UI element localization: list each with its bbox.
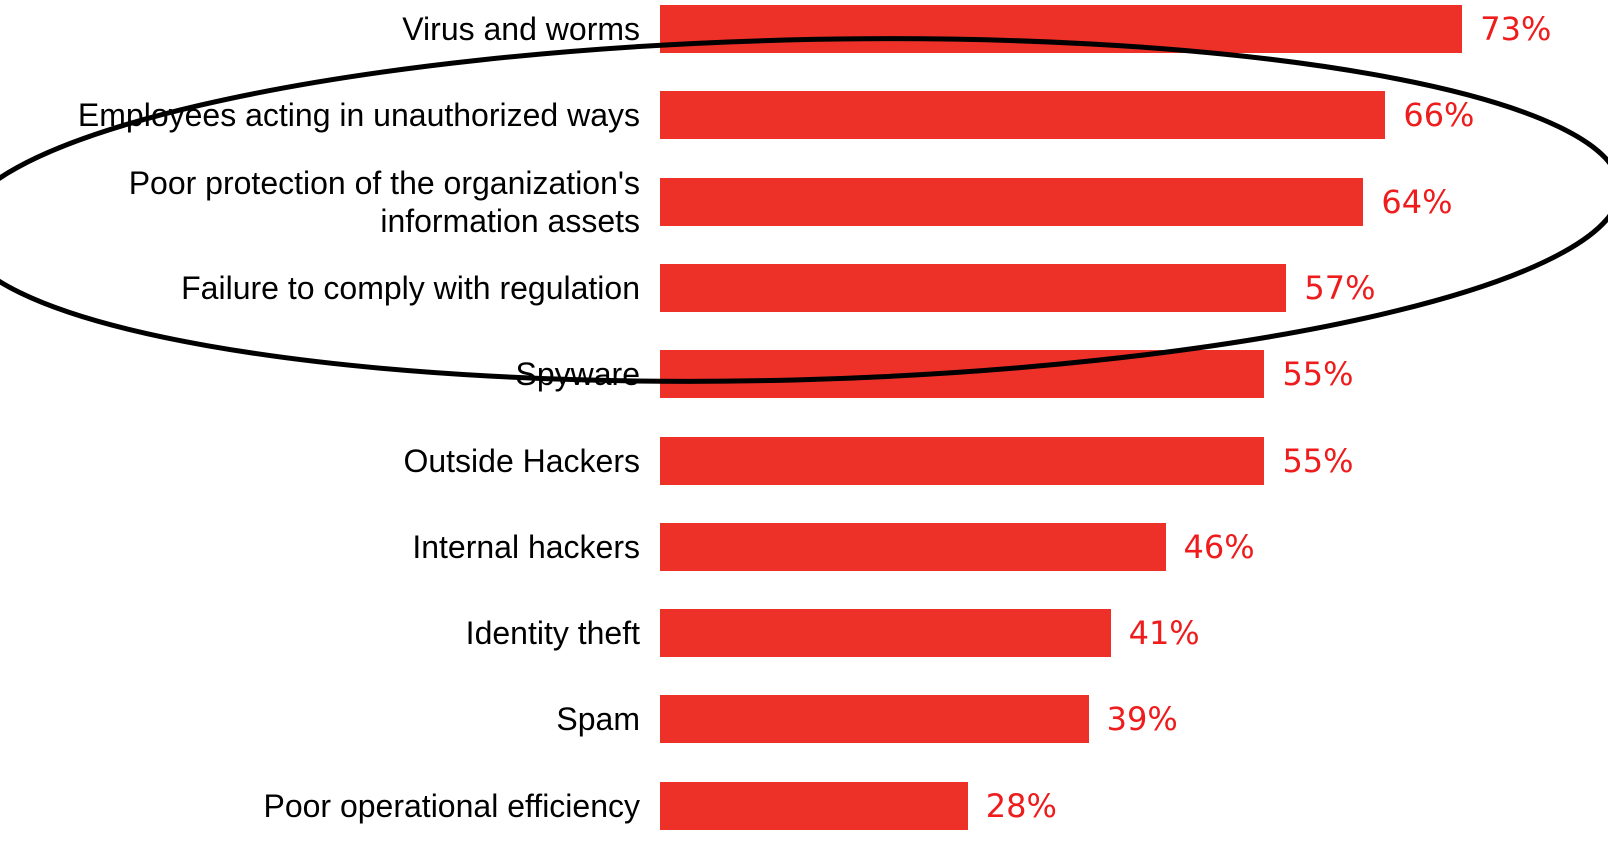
data-label: 73% bbox=[1480, 10, 1552, 48]
data-label: 55% bbox=[1282, 355, 1354, 394]
data-label: 46% bbox=[1183, 527, 1255, 566]
highlight-ellipse bbox=[0, 36, 1608, 384]
category-label: Outside Hackers bbox=[403, 442, 640, 479]
category-label: Spyware bbox=[515, 356, 641, 393]
category-label: Internal hackers bbox=[412, 528, 640, 565]
bar bbox=[660, 695, 1089, 744]
category-label: Identity theft bbox=[465, 615, 640, 652]
bar bbox=[660, 177, 1364, 226]
bar bbox=[660, 609, 1111, 658]
bar bbox=[660, 263, 1287, 312]
category-label: Employees acting in unauthorized ways bbox=[77, 97, 640, 134]
data-label: 41% bbox=[1128, 614, 1200, 653]
data-label: 28% bbox=[985, 786, 1057, 825]
data-label: 64% bbox=[1381, 182, 1453, 221]
category-label: Virus and worms bbox=[402, 11, 640, 47]
category-label: Poor protection of the organization's in… bbox=[128, 164, 640, 239]
bar bbox=[660, 91, 1386, 140]
bar bbox=[660, 781, 968, 830]
category-label: Spam bbox=[556, 701, 640, 738]
bar bbox=[660, 522, 1166, 571]
data-label: 55% bbox=[1282, 441, 1354, 480]
bar bbox=[660, 5, 1463, 53]
category-label: Poor operational efficiency bbox=[263, 787, 640, 824]
category-label: Failure to comply with regulation bbox=[181, 269, 640, 306]
bar bbox=[660, 436, 1265, 485]
data-label: 57% bbox=[1304, 268, 1376, 307]
data-label: 66% bbox=[1403, 96, 1475, 135]
data-label: 39% bbox=[1106, 700, 1178, 739]
